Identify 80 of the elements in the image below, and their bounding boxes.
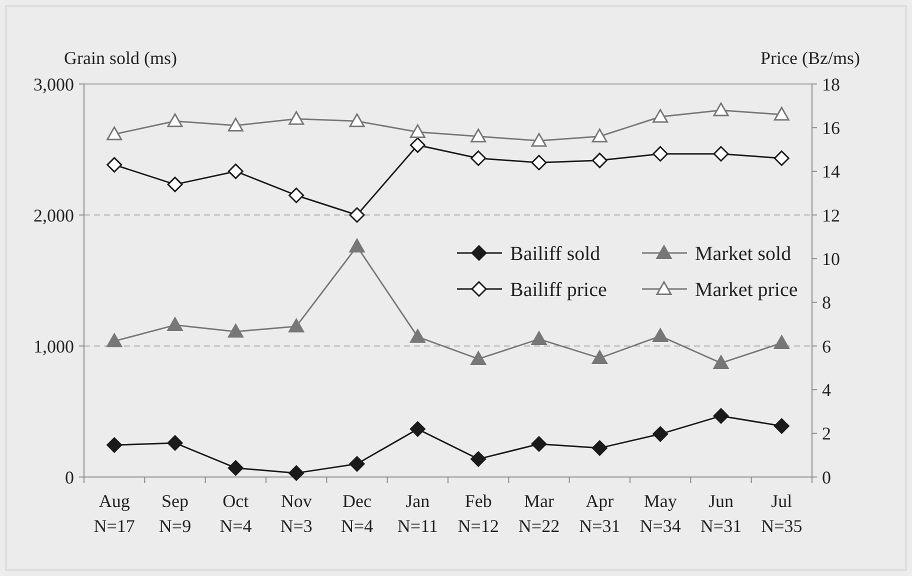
point [652, 109, 668, 123]
y-tick-label: 1,000 [34, 336, 74, 356]
y2-tick-label: 12 [822, 205, 840, 226]
point [470, 351, 486, 365]
x-tick-label: Nov N=3 [280, 491, 312, 536]
y-tick-label: 0 [65, 467, 74, 488]
x-tick-label: May N=34 [640, 491, 681, 536]
y-tick-label: 3,000 [34, 74, 74, 94]
legend-label: Bailiff price [510, 278, 607, 301]
legend-label: Bailiff sold [510, 242, 600, 265]
point [713, 146, 729, 162]
x-tick-label: Aug N=17 [94, 491, 135, 536]
x-tick-label: Apr N=31 [579, 491, 620, 536]
point [652, 426, 668, 442]
point [167, 176, 183, 192]
point [228, 164, 244, 180]
point [288, 465, 304, 481]
y2-tick-label: 16 [822, 118, 840, 138]
legend-label: Market price [695, 278, 798, 301]
y-axis-title: Grain sold (ms) [64, 48, 177, 68]
x-tick-label: Oct N=4 [220, 491, 252, 536]
legend-label: Market sold [695, 242, 792, 265]
point [410, 124, 426, 138]
point [592, 128, 608, 142]
point [774, 418, 790, 434]
point [349, 456, 365, 472]
y-tick-label: 2,000 [34, 205, 74, 226]
point [774, 106, 790, 121]
point [349, 207, 365, 223]
point [410, 421, 426, 437]
point [288, 318, 304, 332]
point [470, 128, 486, 142]
point [531, 436, 547, 452]
point [167, 435, 183, 451]
x-tick-label: Jan N=11 [397, 491, 438, 536]
point [592, 350, 608, 364]
x-tick-label: Jul N=35 [761, 491, 802, 536]
point [713, 408, 729, 424]
point [470, 451, 486, 467]
point [349, 113, 365, 128]
y2-tick-label: 2 [822, 424, 831, 444]
point [106, 126, 122, 140]
point [228, 324, 244, 338]
point [531, 154, 547, 170]
y2-tick-label: 6 [822, 336, 831, 356]
point [652, 146, 668, 162]
point [106, 157, 122, 173]
point [288, 111, 304, 125]
y2-tick-label: 4 [822, 380, 831, 400]
point [652, 328, 668, 342]
point [774, 150, 790, 166]
point [106, 437, 122, 453]
point [228, 460, 244, 476]
x-tick-label: Mar N=22 [518, 491, 560, 536]
y2-tick-label: 18 [822, 74, 840, 94]
point [531, 331, 547, 346]
point [288, 188, 304, 204]
y2-tick-label: 10 [822, 248, 840, 269]
point [410, 137, 426, 153]
point [592, 440, 608, 456]
x-tick-label: Sep N=9 [158, 491, 192, 536]
x-tick-label: Feb N=12 [458, 491, 499, 536]
point [228, 118, 244, 132]
point [713, 355, 729, 370]
point [410, 329, 426, 343]
point [349, 238, 365, 252]
point [531, 133, 547, 147]
y2-tick-label: 0 [822, 467, 831, 488]
point [713, 102, 729, 116]
y2-tick-label: 8 [822, 292, 831, 313]
y2-axis-title: Price (Bz/ms) [760, 48, 860, 68]
point [167, 113, 183, 128]
point [470, 150, 486, 166]
point [167, 317, 183, 332]
x-tick-label: Jun N=31 [700, 491, 742, 536]
y2-tick-label: 14 [822, 162, 840, 182]
point [106, 333, 122, 348]
x-tick-label: Dec N=4 [340, 491, 374, 536]
point [592, 152, 608, 168]
point [774, 335, 790, 349]
